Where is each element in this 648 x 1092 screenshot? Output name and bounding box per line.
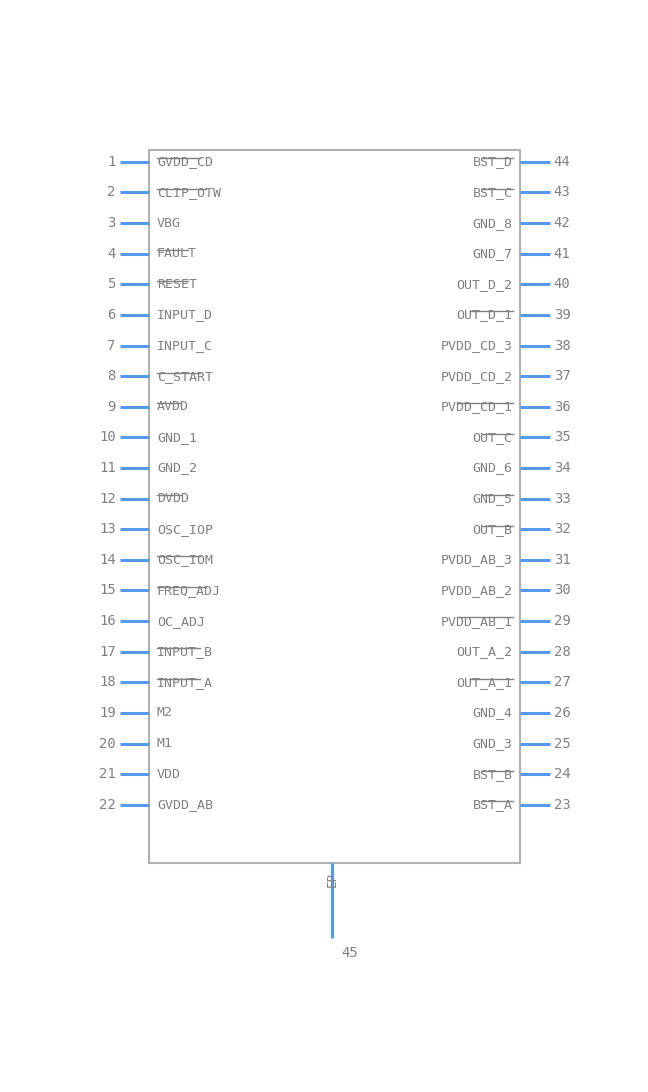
Text: OSC_IOM: OSC_IOM (157, 554, 213, 567)
Text: 38: 38 (554, 339, 570, 353)
Text: GND_4: GND_4 (472, 707, 513, 720)
Text: CLIP_OTW: CLIP_OTW (157, 186, 221, 199)
Text: 26: 26 (554, 705, 570, 720)
Text: GVDD_CD: GVDD_CD (157, 155, 213, 168)
Text: 13: 13 (99, 522, 116, 536)
Text: M1: M1 (157, 737, 173, 750)
Bar (149, 151, 520, 863)
Text: INPUT_B: INPUT_B (157, 645, 213, 658)
Text: 35: 35 (554, 430, 570, 444)
Text: 29: 29 (554, 614, 570, 628)
Text: 44: 44 (554, 155, 570, 169)
Text: 40: 40 (554, 277, 570, 292)
Text: OSC_IOP: OSC_IOP (157, 523, 213, 536)
Text: AVDD: AVDD (157, 401, 189, 413)
Text: 25: 25 (554, 737, 570, 750)
Text: OC_ADJ: OC_ADJ (157, 615, 205, 628)
Text: DVDD: DVDD (157, 492, 189, 506)
Text: OUT_D_2: OUT_D_2 (457, 277, 513, 290)
Text: 28: 28 (554, 644, 570, 658)
Text: 2: 2 (108, 186, 116, 200)
Text: PVDD_CD_2: PVDD_CD_2 (441, 370, 513, 382)
Text: 31: 31 (554, 553, 570, 567)
Text: INPUT_D: INPUT_D (157, 308, 213, 321)
Text: 19: 19 (99, 705, 116, 720)
Text: GND_2: GND_2 (157, 462, 197, 475)
Text: GND_8: GND_8 (472, 216, 513, 229)
Text: RESET: RESET (157, 277, 197, 290)
Text: 27: 27 (554, 675, 570, 689)
Text: FREQ_ADJ: FREQ_ADJ (157, 584, 221, 597)
Text: GVDD_AB: GVDD_AB (157, 798, 213, 811)
Text: 23: 23 (554, 798, 570, 811)
Text: 32: 32 (554, 522, 570, 536)
Text: GND_1: GND_1 (157, 431, 197, 443)
Text: 39: 39 (554, 308, 570, 322)
Text: PVDD_AB_3: PVDD_AB_3 (441, 554, 513, 567)
Text: 7: 7 (108, 339, 116, 353)
Text: 41: 41 (554, 247, 570, 261)
Text: 18: 18 (99, 675, 116, 689)
Text: 9: 9 (108, 400, 116, 414)
Text: 4: 4 (108, 247, 116, 261)
Text: VBG: VBG (157, 216, 181, 229)
Text: OUT_A_1: OUT_A_1 (457, 676, 513, 689)
Text: BST_B: BST_B (472, 768, 513, 781)
Text: 22: 22 (99, 798, 116, 811)
Text: 3: 3 (108, 216, 116, 230)
Text: PVDD_CD_3: PVDD_CD_3 (441, 339, 513, 352)
Text: 36: 36 (554, 400, 570, 414)
Text: FAULT: FAULT (157, 247, 197, 260)
Text: 30: 30 (554, 583, 570, 597)
Text: BST_D: BST_D (472, 155, 513, 168)
Text: 21: 21 (99, 768, 116, 781)
Text: INPUT_A: INPUT_A (157, 676, 213, 689)
Text: 43: 43 (554, 186, 570, 200)
Text: INPUT_C: INPUT_C (157, 339, 213, 352)
Text: GND_3: GND_3 (472, 737, 513, 750)
Text: 16: 16 (99, 614, 116, 628)
Text: 8: 8 (108, 369, 116, 383)
Text: PVDD_CD_1: PVDD_CD_1 (441, 401, 513, 413)
Text: PVDD_AB_1: PVDD_AB_1 (441, 615, 513, 628)
Text: M2: M2 (157, 707, 173, 720)
Text: OUT_D_1: OUT_D_1 (457, 308, 513, 321)
Text: 5: 5 (108, 277, 116, 292)
Text: 11: 11 (99, 461, 116, 475)
Text: EP: EP (325, 873, 339, 887)
Text: 1: 1 (108, 155, 116, 169)
Text: C_START: C_START (157, 370, 213, 382)
Text: OUT_C: OUT_C (472, 431, 513, 443)
Text: 33: 33 (554, 491, 570, 506)
Text: 45: 45 (341, 946, 358, 960)
Text: OUT_B: OUT_B (472, 523, 513, 536)
Text: 17: 17 (99, 644, 116, 658)
Text: GND_7: GND_7 (472, 247, 513, 260)
Text: PVDD_AB_2: PVDD_AB_2 (441, 584, 513, 597)
Text: 34: 34 (554, 461, 570, 475)
Text: 20: 20 (99, 737, 116, 750)
Text: 6: 6 (108, 308, 116, 322)
Text: GND_5: GND_5 (472, 492, 513, 506)
Text: BST_A: BST_A (472, 798, 513, 811)
Text: 42: 42 (554, 216, 570, 230)
Text: OUT_A_2: OUT_A_2 (457, 645, 513, 658)
Text: 14: 14 (99, 553, 116, 567)
Text: 12: 12 (99, 491, 116, 506)
Text: 24: 24 (554, 768, 570, 781)
Text: GND_6: GND_6 (472, 462, 513, 475)
Text: VDD: VDD (157, 768, 181, 781)
Text: 15: 15 (99, 583, 116, 597)
Text: 37: 37 (554, 369, 570, 383)
Text: BST_C: BST_C (472, 186, 513, 199)
Text: 10: 10 (99, 430, 116, 444)
